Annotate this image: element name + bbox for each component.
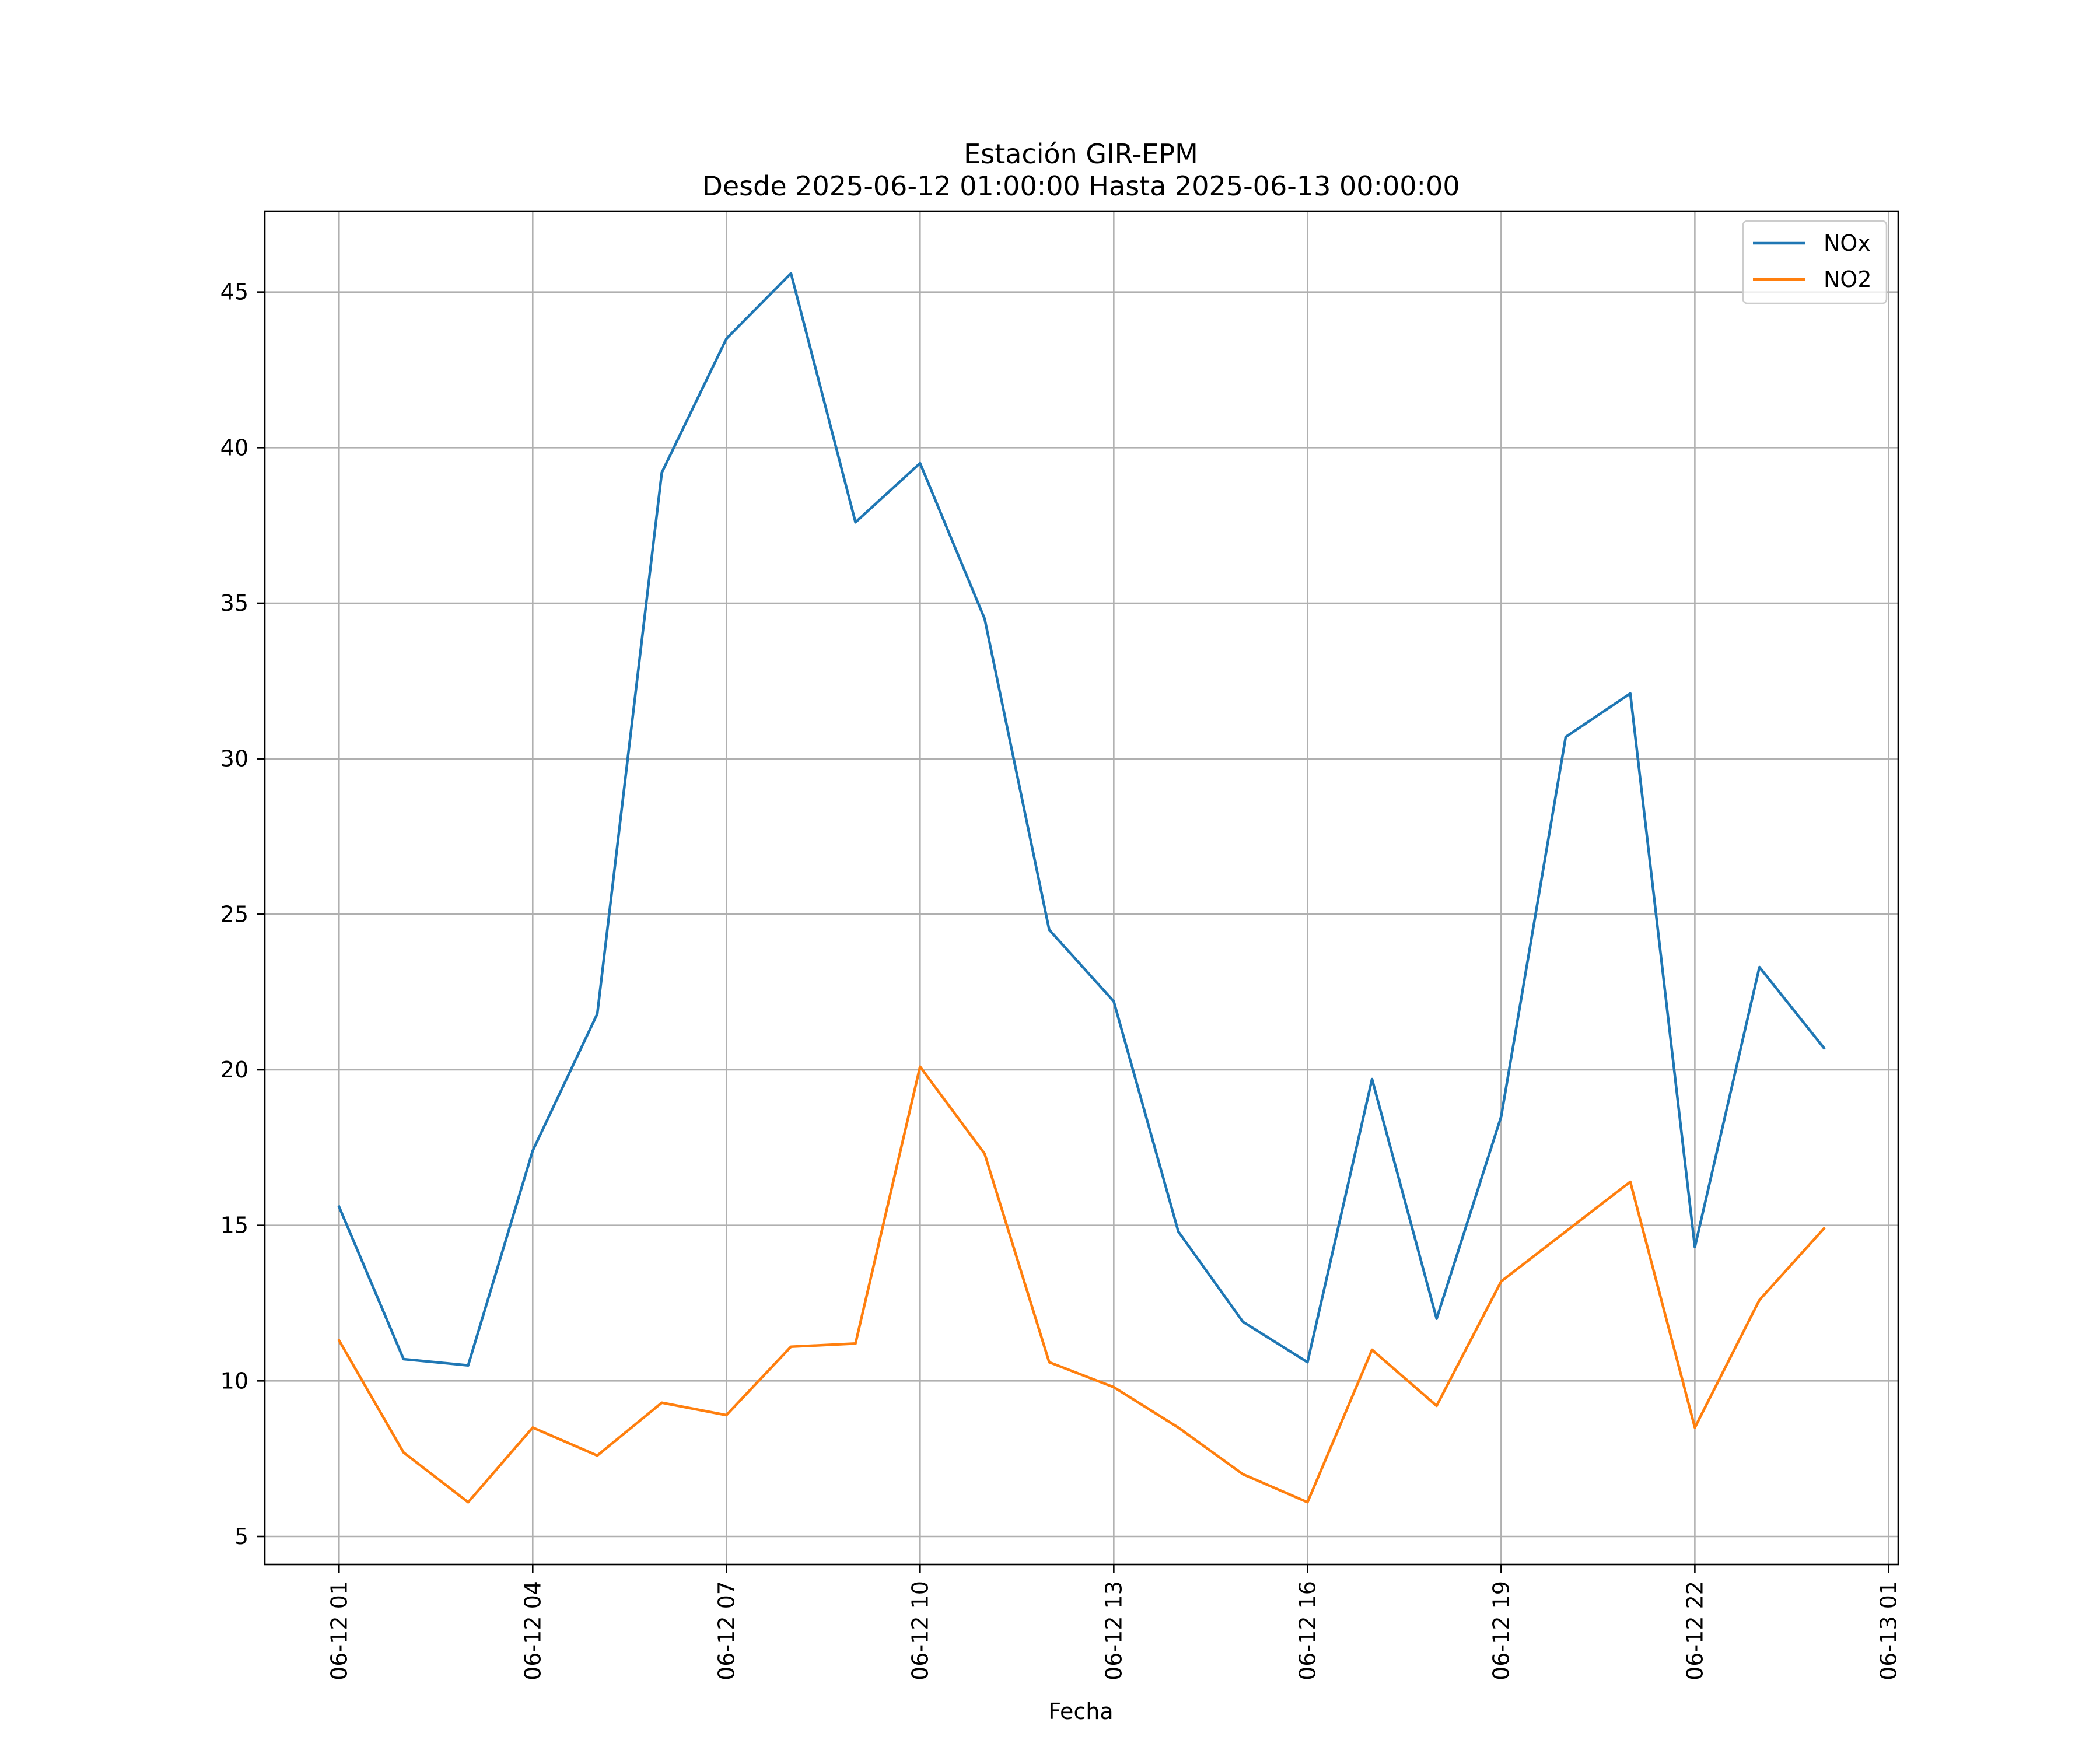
series-lines <box>337 272 1826 1504</box>
series-line-no2 <box>337 1065 1826 1504</box>
y-tick-label: 30 <box>220 746 249 772</box>
x-tick-label: 06-12 01 <box>326 1581 352 1681</box>
x-tick-label: 06-13 01 <box>1875 1581 1901 1681</box>
y-tick-label: 25 <box>220 901 249 927</box>
x-axis-label: Fecha <box>1048 1699 1113 1724</box>
y-tick-label: 20 <box>220 1057 249 1083</box>
series-line-nox <box>337 272 1826 1367</box>
legend-label-nox: NOx <box>1824 230 1871 256</box>
y-tick-label: 5 <box>235 1524 249 1549</box>
gridlines <box>265 211 1898 1564</box>
y-tick-label: 45 <box>220 279 249 305</box>
chart-title: Estación GIR-EPM <box>964 138 1198 170</box>
legend-box <box>1742 220 1888 304</box>
x-tick-labels: 06-12 01 06-12 04 06-12 07 06-12 10 06-12 13… <box>326 1581 1901 1681</box>
axis-ticks <box>257 291 1889 1573</box>
legend-label-no2: NO2 <box>1824 267 1872 292</box>
x-tick-label: 06-12 10 <box>907 1581 933 1681</box>
x-tick-label: 06-12 07 <box>713 1581 739 1681</box>
x-tick-label: 06-12 04 <box>520 1581 545 1681</box>
y-tick-label: 35 <box>220 590 249 616</box>
y-tick-label: 40 <box>220 435 249 460</box>
x-tick-label: 06-12 13 <box>1101 1581 1126 1681</box>
legend: NOx NO2 <box>1742 220 1888 304</box>
x-tick-label: 06-12 19 <box>1488 1581 1514 1681</box>
y-tick-labels: 5 10 15 20 25 30 35 40 45 <box>220 279 249 1549</box>
chart-subtitle: Desde 2025-06-12 01:00:00 Hasta 2025-06-… <box>702 170 1460 202</box>
plot-frame <box>264 210 1899 1566</box>
y-tick-label: 15 <box>220 1213 249 1238</box>
y-tick-label: 10 <box>220 1368 249 1394</box>
x-tick-label: 06-12 22 <box>1682 1581 1707 1681</box>
x-tick-label: 06-12 16 <box>1294 1581 1320 1681</box>
